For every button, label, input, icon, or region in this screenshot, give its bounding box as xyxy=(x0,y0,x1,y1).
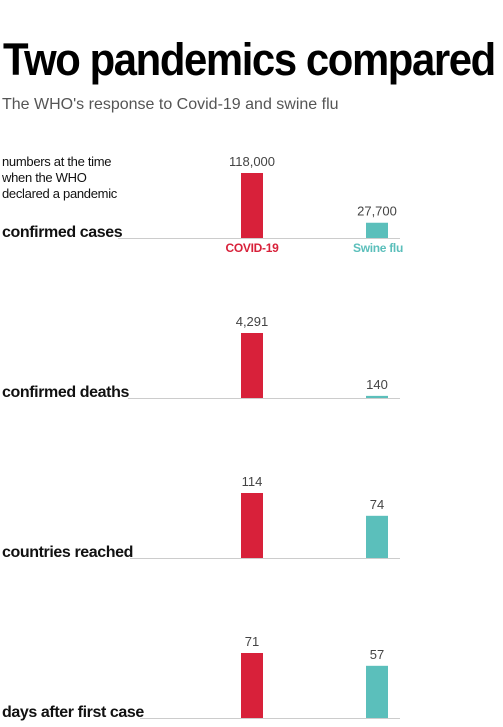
confirmed-cases-label: confirmed cases xyxy=(2,224,123,241)
confirmed-cases-bar-swine-flu xyxy=(366,222,388,238)
countries-reached-bar-swine-flu xyxy=(366,515,388,558)
chart-title: Two pandemics compared xyxy=(3,34,496,85)
days-after-first-case-value-swine-flu: 57 xyxy=(370,647,384,662)
series-label-covid: COVID-19 xyxy=(226,241,280,255)
days-after-first-case-label: days after first case xyxy=(2,704,144,721)
days-after-first-case-bar-covid xyxy=(241,653,263,718)
confirmed-cases-bar-covid xyxy=(241,173,263,238)
confirmed-cases-value-swine-flu: 27,700 xyxy=(357,204,397,219)
confirmed-cases-value-covid: 118,000 xyxy=(229,154,275,169)
confirmed-deaths-bar-swine-flu xyxy=(366,395,388,398)
countries-reached-value-swine-flu: 74 xyxy=(370,497,384,512)
countries-reached-value-covid: 114 xyxy=(242,474,263,489)
days-after-first-case-bar-swine-flu xyxy=(366,665,388,718)
countries-reached-bar-covid xyxy=(241,493,263,558)
countries-reached-label: countries reached xyxy=(2,544,133,561)
confirmed-deaths-value-swine-flu: 140 xyxy=(366,377,388,392)
series-label-swine-flu: Swine flu xyxy=(353,241,403,255)
confirmed-deaths-bar-covid xyxy=(241,333,263,398)
chart-subtitle: The WHO's response to Covid-19 and swine… xyxy=(2,96,339,113)
confirmed-deaths-value-covid: 4,291 xyxy=(236,314,269,329)
days-after-first-case-value-covid: 71 xyxy=(245,634,259,649)
confirmed-deaths-label: confirmed deaths xyxy=(2,384,129,401)
chart-note: numbers at the time when the WHO declare… xyxy=(2,154,117,201)
